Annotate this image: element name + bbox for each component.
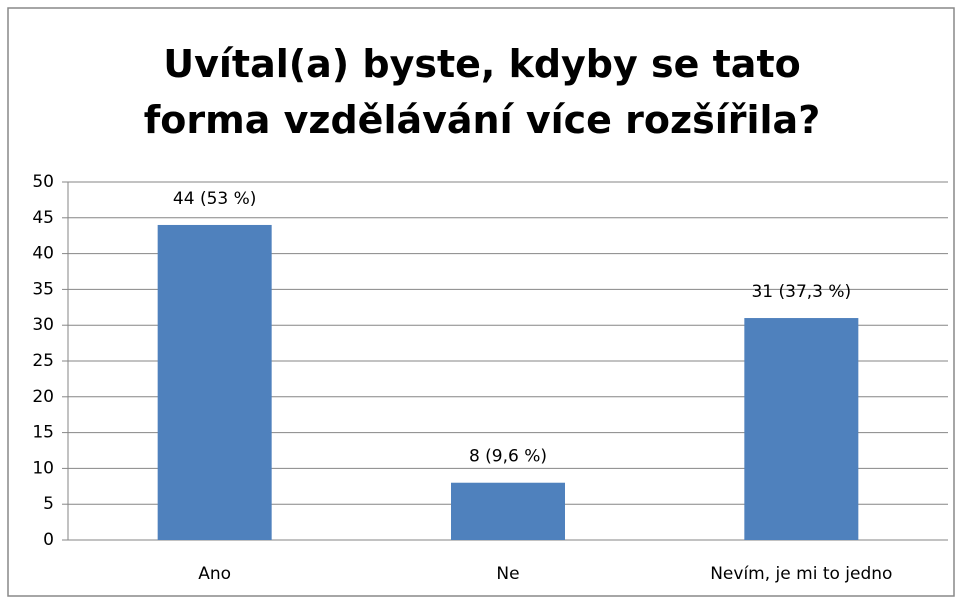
y-tick-label: 15 xyxy=(32,423,54,443)
chart-title: Uvítal(a) byste, kdyby se tato forma vzd… xyxy=(143,42,821,142)
bar xyxy=(157,224,272,540)
y-tick-label: 35 xyxy=(32,279,54,299)
y-tick-label: 40 xyxy=(32,244,54,264)
y-tick-label: 30 xyxy=(32,315,54,335)
y-tick-label: 50 xyxy=(32,172,54,192)
bar xyxy=(451,482,565,540)
x-tick-label: Ne xyxy=(496,564,519,584)
y-tick-label: 5 xyxy=(43,494,54,514)
chart-title-box: Uvítal(a) byste, kdyby se tato forma vzd… xyxy=(143,42,821,142)
y-tick-label: 25 xyxy=(32,351,54,371)
y-tick-label: 45 xyxy=(32,208,54,228)
x-tick-label: Nevím, je mi to jedno xyxy=(710,564,892,584)
y-tick-label: 10 xyxy=(32,458,54,478)
y-tick-label: 0 xyxy=(43,530,54,550)
data-label: 8 (9,6 %) xyxy=(469,447,547,467)
data-label: 44 (53 %) xyxy=(173,189,257,209)
y-tick-label: 20 xyxy=(32,387,54,407)
bar xyxy=(744,318,859,540)
data-label: 31 (37,3 %) xyxy=(751,282,851,302)
x-tick-label: Ano xyxy=(198,564,231,584)
